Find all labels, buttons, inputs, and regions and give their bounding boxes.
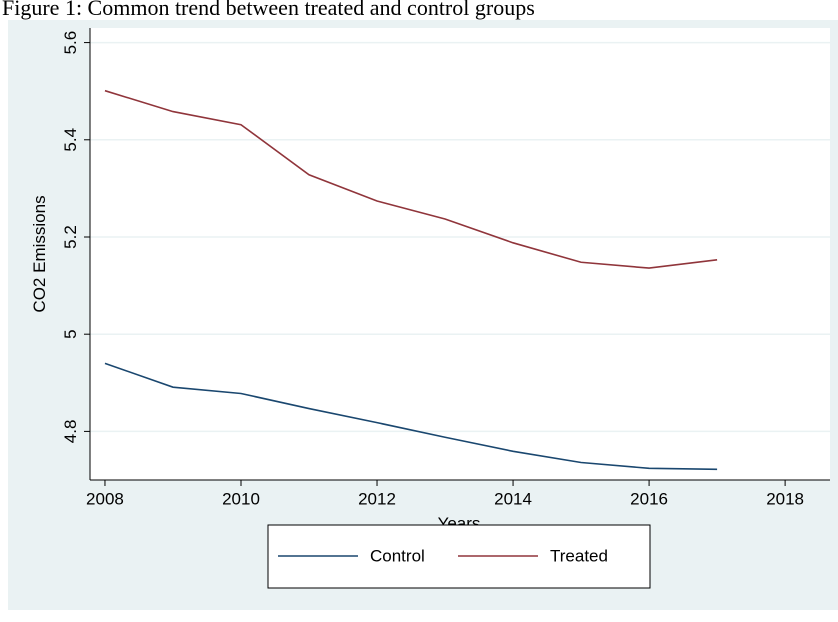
x-tick-label: 2014 bbox=[494, 489, 532, 508]
plot-area bbox=[90, 28, 830, 480]
y-axis-title: CO2 Emissions bbox=[30, 195, 49, 312]
x-tick-label: 2016 bbox=[630, 489, 668, 508]
y-tick-label: 5.4 bbox=[61, 128, 80, 152]
series-line bbox=[104, 89, 718, 269]
y-tick-label: 4.8 bbox=[61, 420, 80, 444]
chart-title: Figure 1: Common trend between treated a… bbox=[2, 0, 535, 20]
series-line bbox=[104, 362, 718, 471]
x-tick-label: 2010 bbox=[222, 489, 260, 508]
x-tick-label: 2018 bbox=[766, 489, 804, 508]
y-tick-label: 5.2 bbox=[61, 225, 80, 249]
y-tick-label: 5.6 bbox=[61, 31, 80, 55]
x-tick-label: 2012 bbox=[358, 489, 396, 508]
y-tick-label: 5 bbox=[61, 329, 80, 338]
x-tick-label: 2008 bbox=[86, 489, 124, 508]
legend-label: Treated bbox=[550, 546, 608, 565]
legend-label: Control bbox=[370, 546, 425, 565]
